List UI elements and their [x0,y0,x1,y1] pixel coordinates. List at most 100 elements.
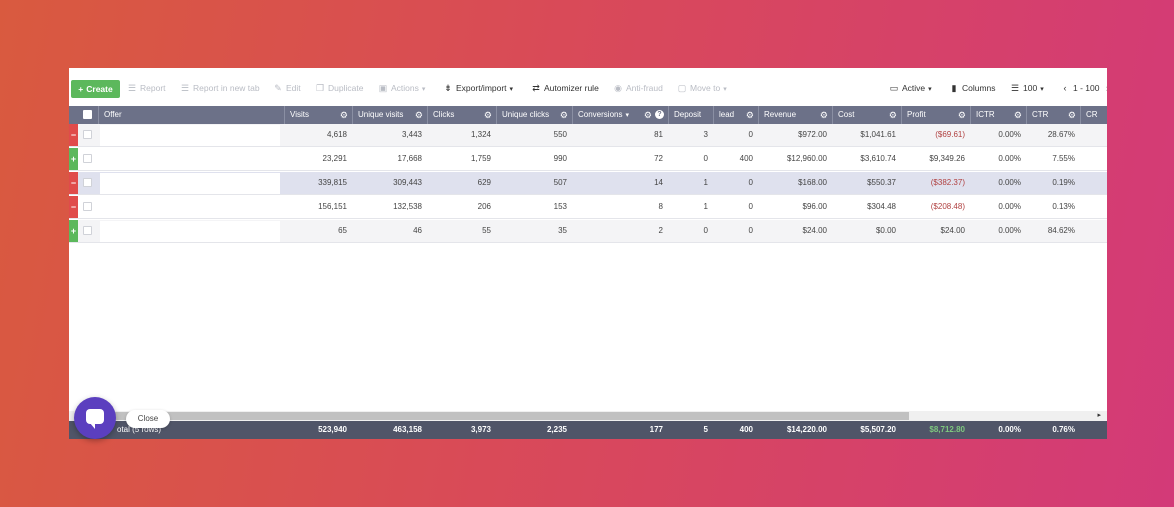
column-title: Unique visits [358,110,404,119]
column-header-cost[interactable]: Cost ⚙ [833,106,902,124]
create-button[interactable]: + Create [71,80,120,98]
chat-widget-button[interactable] [74,397,116,439]
cell-lead: 0 [748,226,753,235]
export-import-dropdown[interactable]: ⇟ Export/import ▾ [443,80,513,96]
column-title: Cost [838,110,855,119]
move-icon: ▢ [677,83,687,93]
gear-icon[interactable]: ⚙ [414,110,423,120]
cell-conversions: 2 [658,226,663,235]
total-clicks: 3,973 [470,425,491,434]
cell-unique-clicks: 990 [553,154,567,163]
column-header-ictr[interactable]: ICTR ⚙ [971,106,1027,124]
chevron-left-icon[interactable]: ‹ [1063,83,1067,93]
column-header-cr[interactable]: CR [1081,106,1107,124]
column-header-profit[interactable]: Profit ⚙ [902,106,971,124]
cell-profit: $9,349.26 [929,154,965,163]
column-header-revenue[interactable]: Revenue ⚙ [759,106,833,124]
gear-icon[interactable]: ⚙ [339,110,348,120]
gear-icon[interactable]: ⚙ [1067,110,1076,120]
column-title: lead [719,110,735,119]
gear-icon[interactable]: ⚙ [819,110,828,120]
horizontal-scrollbar[interactable]: ▸ [69,411,1107,421]
table-row[interactable]: − 4,618 3,443 1,324 550 81 3 0 $972.00 $1,041.61 (… [69,124,1107,147]
cell-clicks: 629 [477,178,491,187]
column-header-clicks[interactable]: Clicks ⚙ [428,106,497,124]
page-size-label: 100 [1023,83,1038,93]
offer-name-cell[interactable] [100,125,280,146]
report-button[interactable]: ☰ Report [127,80,166,96]
offer-name-cell[interactable] [100,221,280,242]
move-to-label: Move to [690,83,721,93]
cell-unique-visits: 309,443 [393,178,422,187]
table-row[interactable]: − 156,151 132,538 206 153 8 1 0 $96.00 $304.48 ($2… [69,196,1107,219]
automizer-rule-button[interactable]: ⇄ Automizer rule [531,80,599,96]
chevron-down-icon: ▾ [928,86,932,93]
collapse-row-button[interactable]: − [69,124,78,146]
cell-ctr: 84.62% [1047,226,1075,235]
chevron-right-icon[interactable]: › [1102,80,1107,96]
table-row[interactable]: +23,291 17,668 1,759 990 72 0 400 $12,960.00 $3,… [69,148,1107,171]
actions-dropdown[interactable]: ▣ Actions ▾ [378,80,426,96]
cell-ictr: 0.00% [998,154,1021,163]
table-row[interactable]: − 339,815 309,443 629 507 14 1 0 $168.00 $550.37 (… [69,172,1107,195]
totals-row: otal (5 rows) 523,940 463,158 3,973 2,23… [69,421,1107,439]
row-checkbox[interactable] [83,178,92,187]
chevron-down-icon: ▾ [1040,86,1044,93]
cell-ictr: 0.00% [998,202,1021,211]
report-new-tab-button[interactable]: ☰ Report in new tab [180,80,260,96]
column-title: Deposit [674,110,702,119]
expand-row-button[interactable]: + [69,220,78,242]
columns-button[interactable]: ▮ Columns [949,80,996,96]
column-header-visits[interactable]: Visits ⚙ [285,106,353,124]
chat-close-button[interactable]: Close [126,410,170,428]
row-checkbox[interactable] [83,154,92,163]
gear-icon[interactable]: ⚙ [643,110,652,120]
offer-name-cell[interactable] [100,173,280,194]
edit-button[interactable]: ✎ Edit [273,80,301,96]
gear-icon[interactable]: ⚙ [888,110,897,120]
collapse-row-button[interactable]: − [69,196,78,218]
column-header-offer[interactable]: Offer [99,106,285,124]
expand-row-button[interactable]: + [69,148,78,170]
row-checkbox[interactable] [83,226,92,235]
anti-fraud-label: Anti-fraud [626,83,663,93]
table-row[interactable]: +65 46 55 35 2 0 0 $24.00 $0.00 $24.00 0.00% 84.62% [69,220,1107,243]
cell-unique-visits: 46 [413,226,422,235]
column-header-conversions[interactable]: Conversions ▾ ⚙? [573,106,669,124]
row-checkbox[interactable] [83,202,92,211]
offer-name-cell[interactable] [100,197,280,218]
gear-icon[interactable]: ⚙ [957,110,966,120]
page-size-dropdown[interactable]: ☰ 100 ▾ [1010,80,1044,96]
offer-name-cell[interactable] [100,149,280,170]
anti-fraud-button[interactable]: ◉ Anti-fraud [613,80,663,96]
move-to-dropdown[interactable]: ▢ Move to ▾ [677,80,727,96]
gear-icon[interactable]: ⚙ [483,110,492,120]
cell-profit: ($208.48) [930,202,965,211]
cell-deposit: 1 [703,202,708,211]
file-icon: ▣ [378,83,388,93]
gear-icon[interactable]: ⚙ [745,110,754,120]
column-header-lead[interactable]: lead ⚙ [714,106,759,124]
row-checkbox[interactable] [83,130,92,139]
help-icon[interactable]: ? [655,110,664,119]
report-label: Report [140,83,166,93]
collapse-row-button[interactable]: − [69,172,78,194]
column-header-unique-visits[interactable]: Unique visits ⚙ [353,106,428,124]
total-unique-clicks: 2,235 [546,425,567,434]
cell-revenue: $12,960.00 [786,154,827,163]
column-header-ctr[interactable]: CTR ⚙ [1027,106,1081,124]
gear-icon[interactable]: ⚙ [559,110,568,120]
duplicate-button[interactable]: ❐ Duplicate [315,80,363,96]
edit-label: Edit [286,83,301,93]
scroll-right-arrow-icon[interactable]: ▸ [1097,412,1101,419]
status-filter-dropdown[interactable]: ▭ Active ▾ [889,80,932,96]
cell-conversions: 14 [654,178,663,187]
scrollbar-thumb[interactable] [109,412,909,420]
select-all-checkbox[interactable] [83,110,92,119]
cell-conversions: 72 [654,154,663,163]
column-header-unique-clicks[interactable]: Unique clicks ⚙ [497,106,573,124]
cell-clicks: 1,759 [470,154,491,163]
list-icon: ☰ [127,83,137,93]
gear-icon[interactable]: ⚙ [1013,110,1022,120]
column-header-deposit[interactable]: Deposit [669,106,714,124]
